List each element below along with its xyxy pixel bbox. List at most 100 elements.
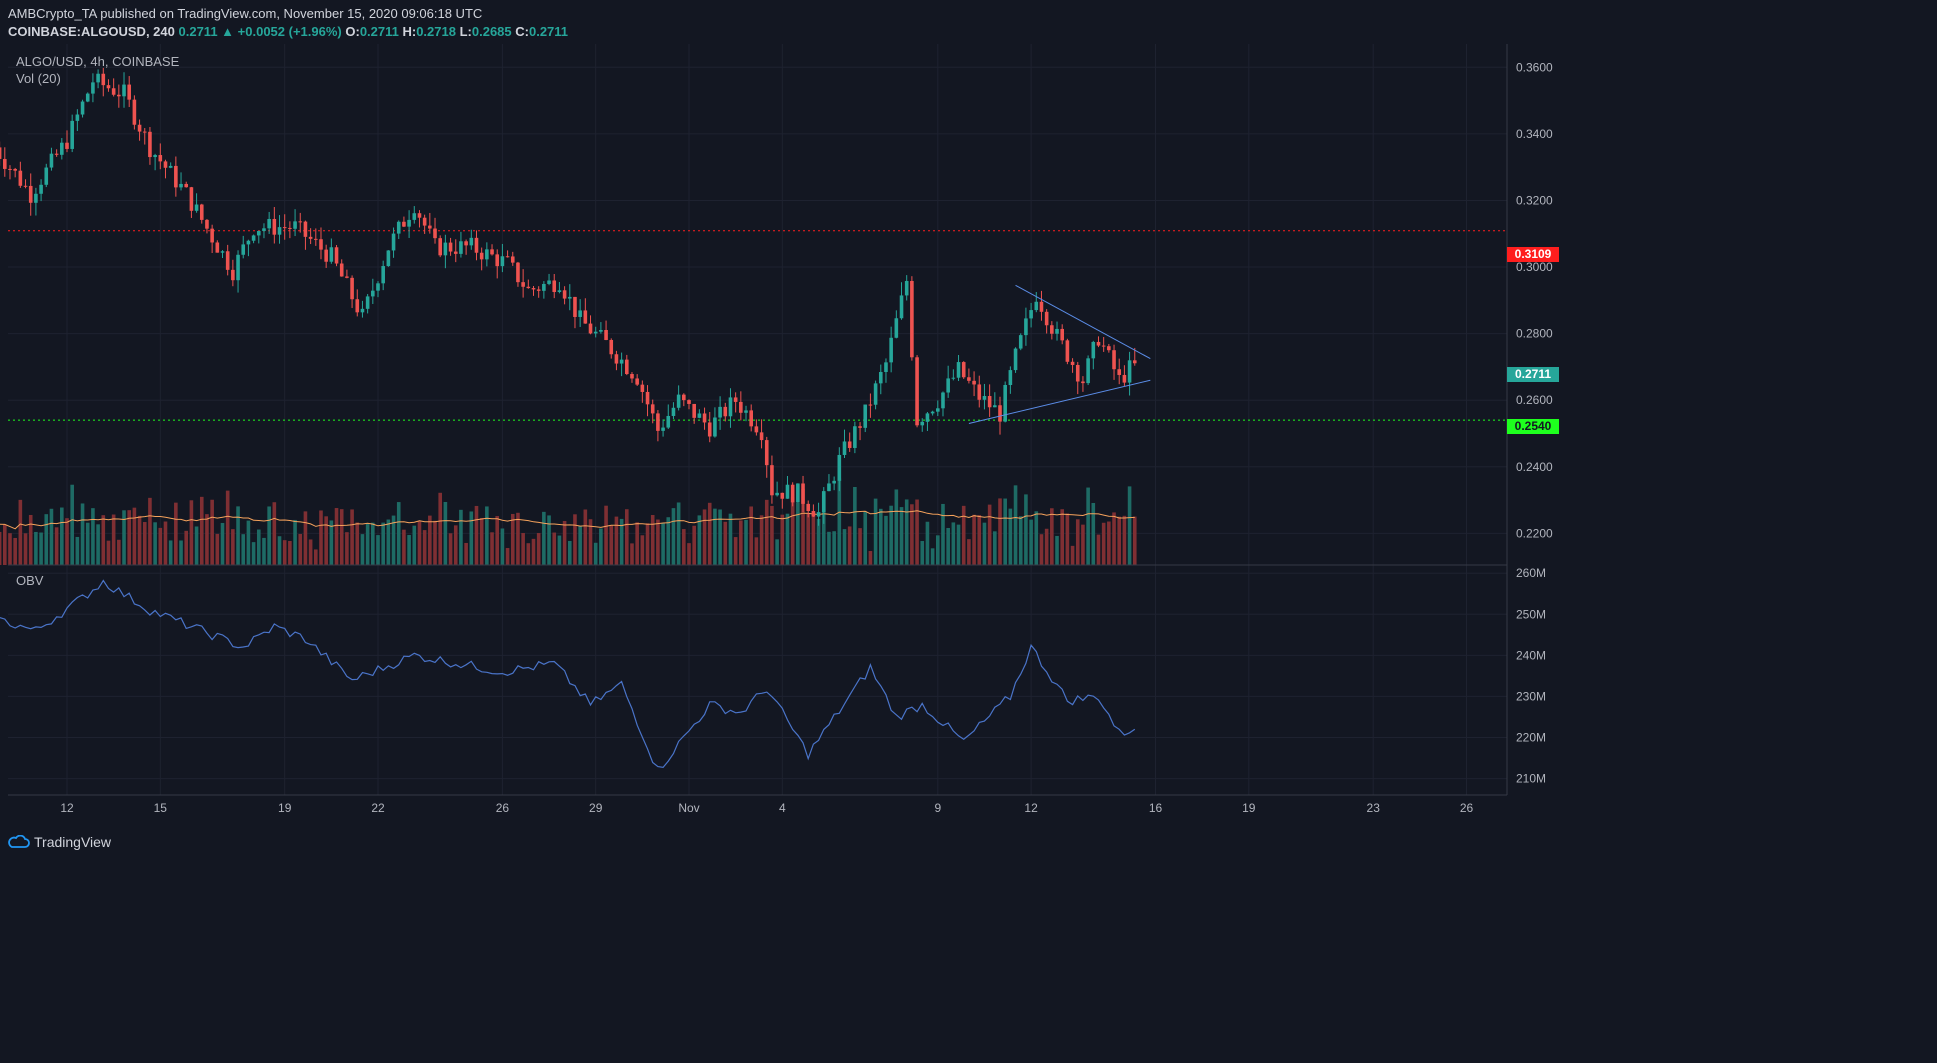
volume-bar	[168, 540, 173, 565]
candle-body	[282, 227, 287, 229]
volume-bar	[930, 548, 935, 565]
candle-body	[324, 249, 328, 262]
candle-body	[816, 512, 821, 517]
volume-bar	[303, 511, 308, 565]
candle-body	[241, 244, 246, 255]
candle-body	[60, 142, 64, 155]
volume-bar	[350, 509, 354, 565]
volume-bar	[671, 508, 676, 565]
symbol-ohlc-line: COINBASE:ALGOUSD, 240 0.2711 ▲ +0.0052 (…	[8, 24, 568, 39]
candle-body	[961, 362, 966, 378]
candle-body	[433, 228, 437, 239]
footer	[0, 825, 1568, 860]
candle-body	[365, 296, 370, 309]
volume-bar	[448, 533, 453, 565]
candle-body	[459, 241, 463, 254]
volume-bar	[396, 502, 401, 565]
volume-bar	[277, 536, 282, 565]
volume-bar	[1107, 521, 1111, 565]
candle-body	[34, 193, 38, 203]
volume-bar	[764, 499, 769, 565]
volume-bar	[153, 522, 157, 565]
low-value: 0.2685	[471, 24, 512, 39]
volume-bar	[251, 542, 256, 565]
volume-bar	[853, 487, 857, 565]
volume-bar	[106, 540, 111, 565]
volume-bar	[91, 508, 95, 565]
candle-body	[671, 407, 676, 416]
volume-bar	[1008, 508, 1013, 565]
volume-bar	[692, 525, 696, 565]
candle-body	[635, 378, 639, 385]
volume-bar	[796, 502, 800, 565]
volume-bar	[288, 540, 292, 565]
candle-body	[723, 406, 728, 417]
volume-bar	[122, 510, 126, 565]
volume-bar	[837, 478, 842, 565]
candle-body	[1029, 310, 1033, 319]
candle-body	[448, 242, 453, 252]
candle-body	[536, 289, 541, 291]
symbol-legend[interactable]: ALGO/USD, 4h, COINBASE	[16, 54, 180, 69]
candle-body	[479, 252, 484, 260]
obv-legend[interactable]: OBV	[16, 573, 44, 588]
volume-bar	[1096, 534, 1101, 565]
close-value: 0.2711	[528, 24, 569, 39]
volume-bar	[687, 543, 691, 565]
candle-body	[215, 242, 220, 253]
volume-legend[interactable]: Vol (20)	[16, 71, 61, 86]
candle-body	[770, 465, 774, 496]
volume-bar	[573, 514, 577, 565]
volume-bar	[65, 518, 69, 565]
candle-body	[28, 185, 33, 203]
volume-bar	[319, 510, 323, 565]
volume-bar	[1091, 502, 1096, 565]
candle-body	[775, 492, 779, 496]
volume-bar	[567, 540, 572, 565]
last-price: 0.2711	[178, 24, 218, 39]
volume-bar	[847, 526, 852, 565]
volume-bar	[1122, 515, 1127, 565]
price-chart[interactable]: 0.3600 0.3400 0.3200 0.3000 0.2800 0.2600 0.24…	[0, 44, 1568, 825]
volume-bar	[111, 514, 116, 565]
volume-bar	[993, 531, 997, 565]
volume-bar	[1117, 516, 1122, 565]
volume-bar	[101, 515, 106, 565]
candle-body	[552, 280, 557, 293]
candle-body	[1132, 360, 1137, 364]
volume-bar	[127, 510, 131, 565]
candle-body	[23, 185, 28, 187]
volume-bar	[915, 499, 919, 565]
candle-body	[251, 235, 256, 241]
candle-body	[158, 155, 163, 162]
candle-body	[853, 426, 857, 448]
volume-bar	[8, 533, 12, 565]
candle-body	[314, 238, 318, 240]
volume-bar	[982, 522, 987, 565]
volume-bar	[609, 525, 614, 565]
volume-bar	[495, 516, 500, 565]
candle-body	[728, 397, 733, 417]
tradingview-logo[interactable]: TradingView	[8, 833, 111, 851]
candle-body	[396, 221, 401, 234]
time-tick-label: 12	[60, 801, 74, 815]
candle-body	[96, 73, 100, 83]
candle-body	[210, 228, 214, 243]
symbol-interval[interactable]: COINBASE:ALGOUSD, 240	[8, 24, 175, 39]
volume-bar	[1050, 508, 1054, 565]
obv-tick-label: 240M	[1516, 648, 1546, 662]
candle-body	[547, 280, 551, 284]
volume-bar	[1086, 487, 1090, 565]
volume-bar	[785, 513, 790, 565]
volume-bar	[593, 542, 598, 565]
candle-body	[925, 413, 930, 422]
volume-bar	[640, 535, 645, 565]
volume-bar	[334, 508, 339, 565]
candle-body	[329, 247, 334, 262]
candle-body	[199, 204, 204, 220]
volume-bar	[702, 509, 707, 565]
volume-bar	[1060, 509, 1064, 565]
volume-bar	[614, 516, 619, 565]
volume-bar	[96, 524, 100, 565]
candle-body	[407, 219, 411, 227]
